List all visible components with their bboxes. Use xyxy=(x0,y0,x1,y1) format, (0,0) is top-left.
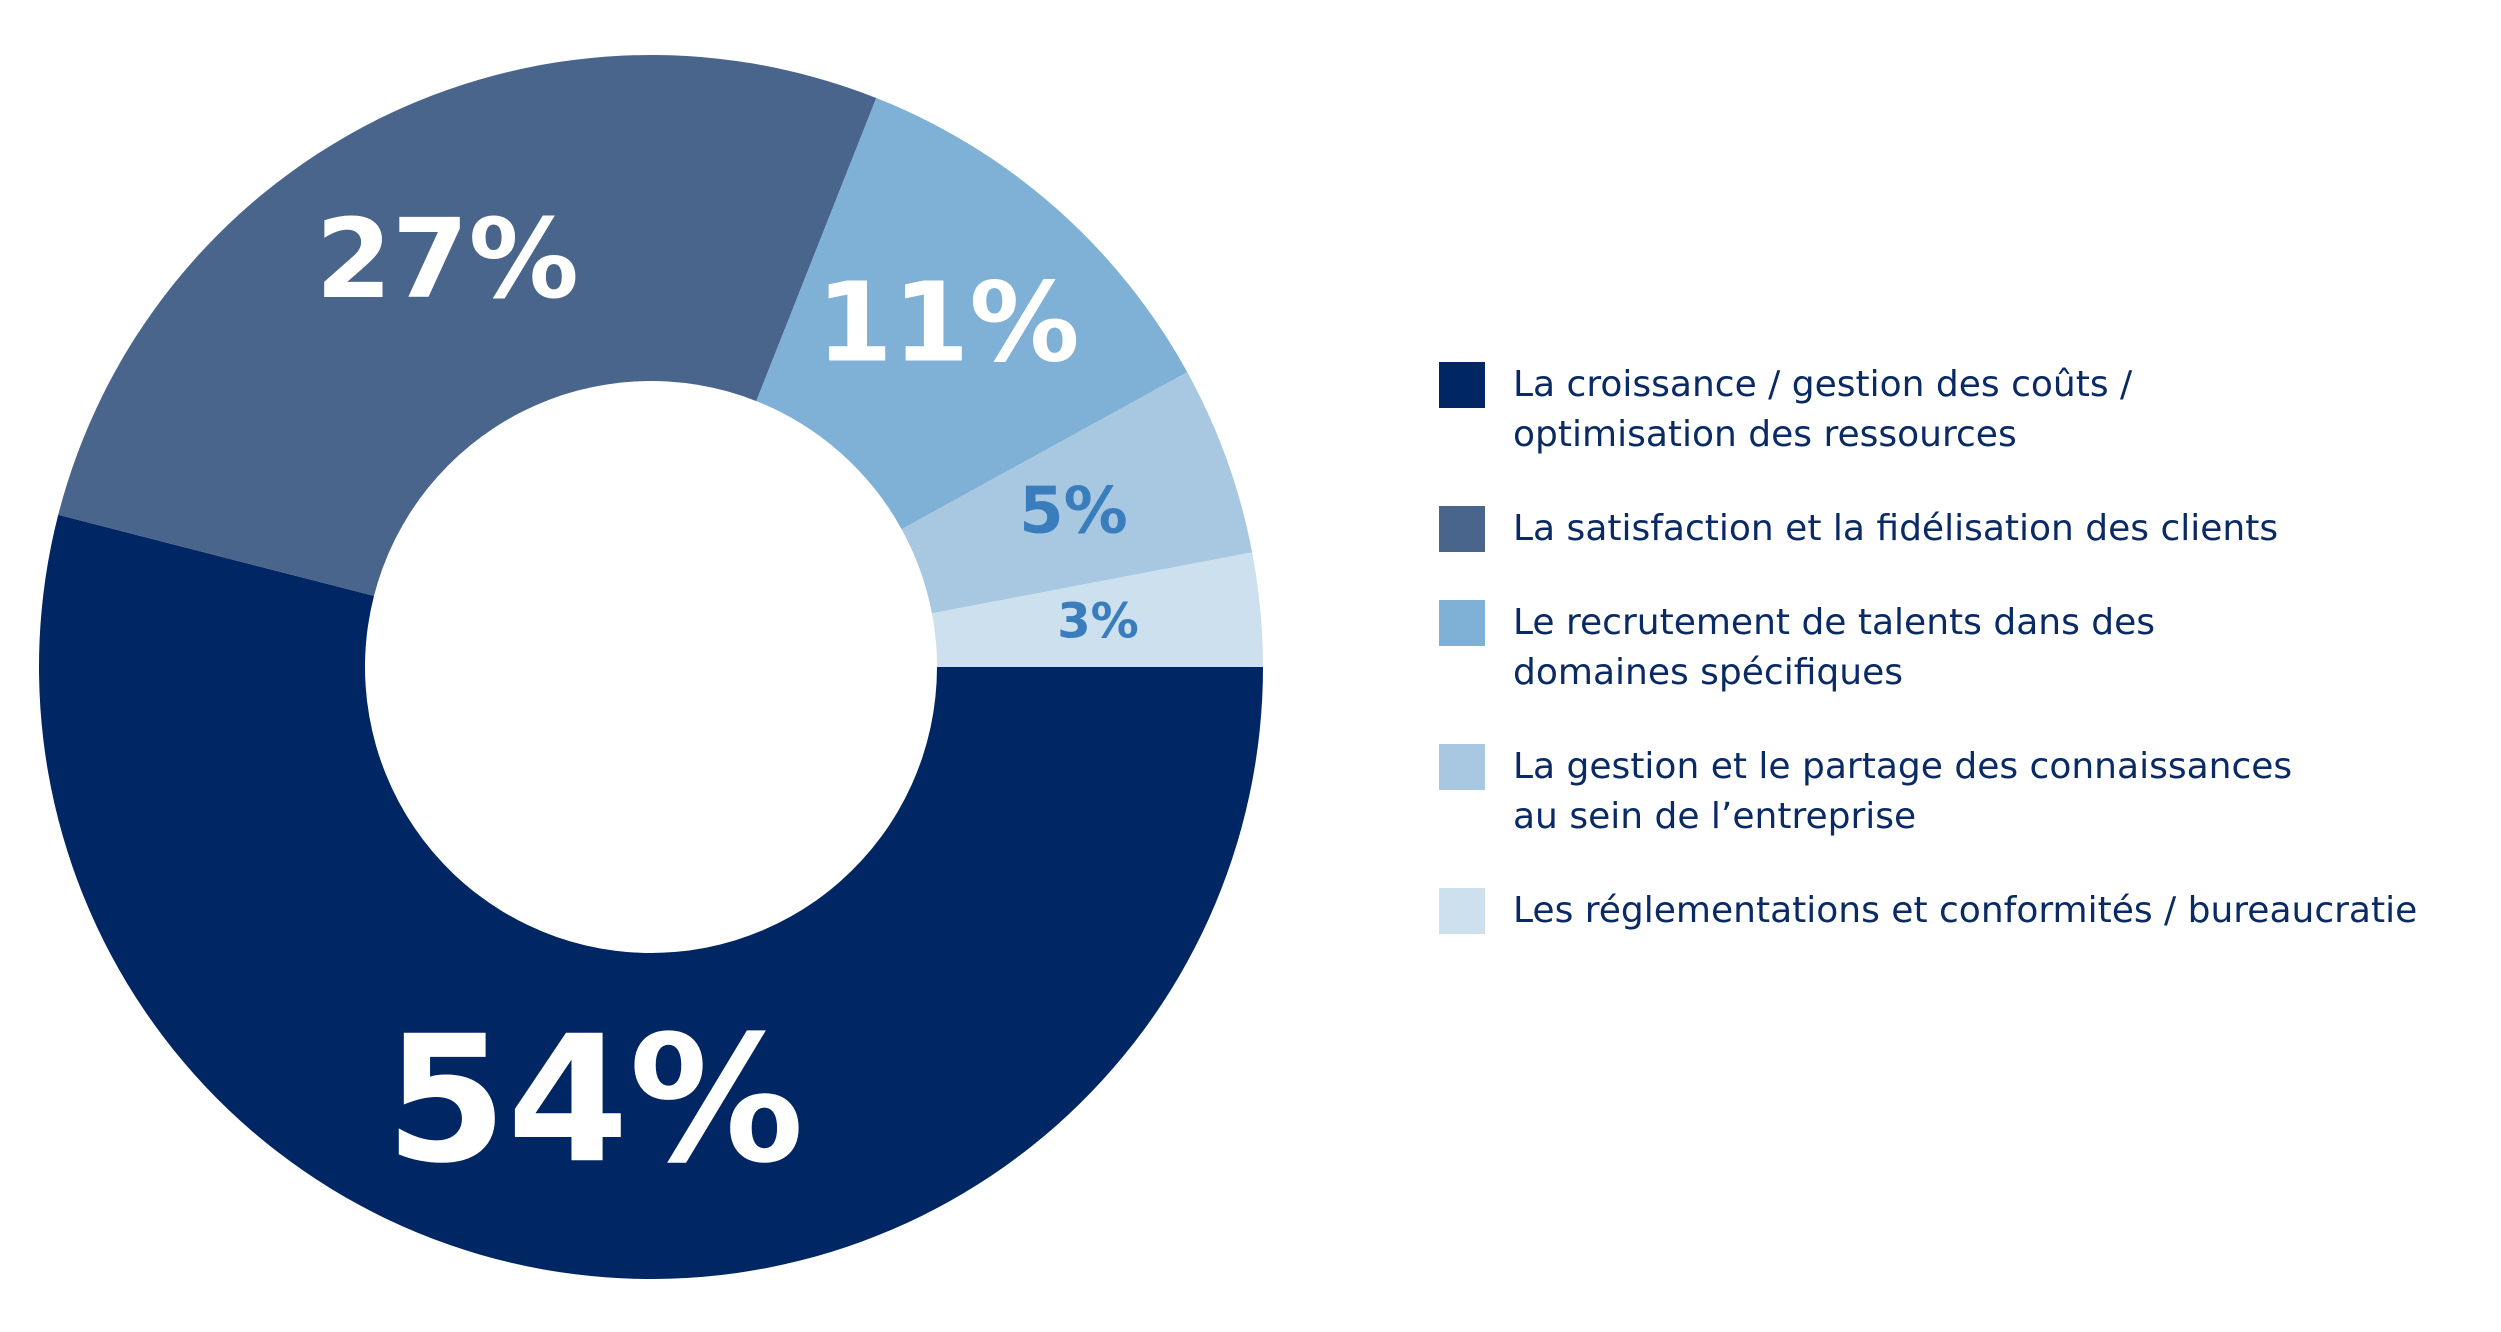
legend-label: La croissance / gestion des coûts / opti… xyxy=(1513,364,2133,455)
legend-label: Le recrutement de talents dans des domai… xyxy=(1513,602,2156,693)
legend-swatch xyxy=(1439,888,1485,934)
legend-label: La gestion et le partage des connaissanc… xyxy=(1513,746,2293,837)
donut-segment xyxy=(58,55,877,596)
legend-item: La croissance / gestion des coûts / opti… xyxy=(1439,360,2417,460)
value-label: 5% xyxy=(1019,474,1128,548)
legend-swatch xyxy=(1439,600,1485,646)
legend-item: Le recrutement de talents dans des domai… xyxy=(1439,598,2417,698)
legend: La croissance / gestion des coûts / opti… xyxy=(1439,360,2417,980)
donut-segment xyxy=(38,514,1264,1279)
donut-chart: 54% 27% 11% 5% 3% xyxy=(38,55,1264,1279)
legend-label: Les réglementations et conformités / bur… xyxy=(1513,890,2418,931)
legend-item: La satisfaction et la fidélisation des c… xyxy=(1439,504,2417,554)
value-label: 11% xyxy=(816,258,1079,386)
donut-segment xyxy=(931,552,1263,667)
value-label: 3% xyxy=(1057,594,1139,650)
legend-item: La gestion et le partage des connaissanc… xyxy=(1439,742,2417,842)
legend-swatch xyxy=(1439,362,1485,408)
donut-segment xyxy=(756,97,1188,530)
donut-segment xyxy=(901,372,1253,614)
value-label: 54% xyxy=(385,999,804,1202)
legend-swatch xyxy=(1439,506,1485,552)
value-label: 27% xyxy=(316,195,579,323)
legend-label: La satisfaction et la fidélisation des c… xyxy=(1513,508,2279,549)
legend-swatch xyxy=(1439,744,1485,790)
legend-item: Les réglementations et conformités / bur… xyxy=(1439,886,2417,936)
